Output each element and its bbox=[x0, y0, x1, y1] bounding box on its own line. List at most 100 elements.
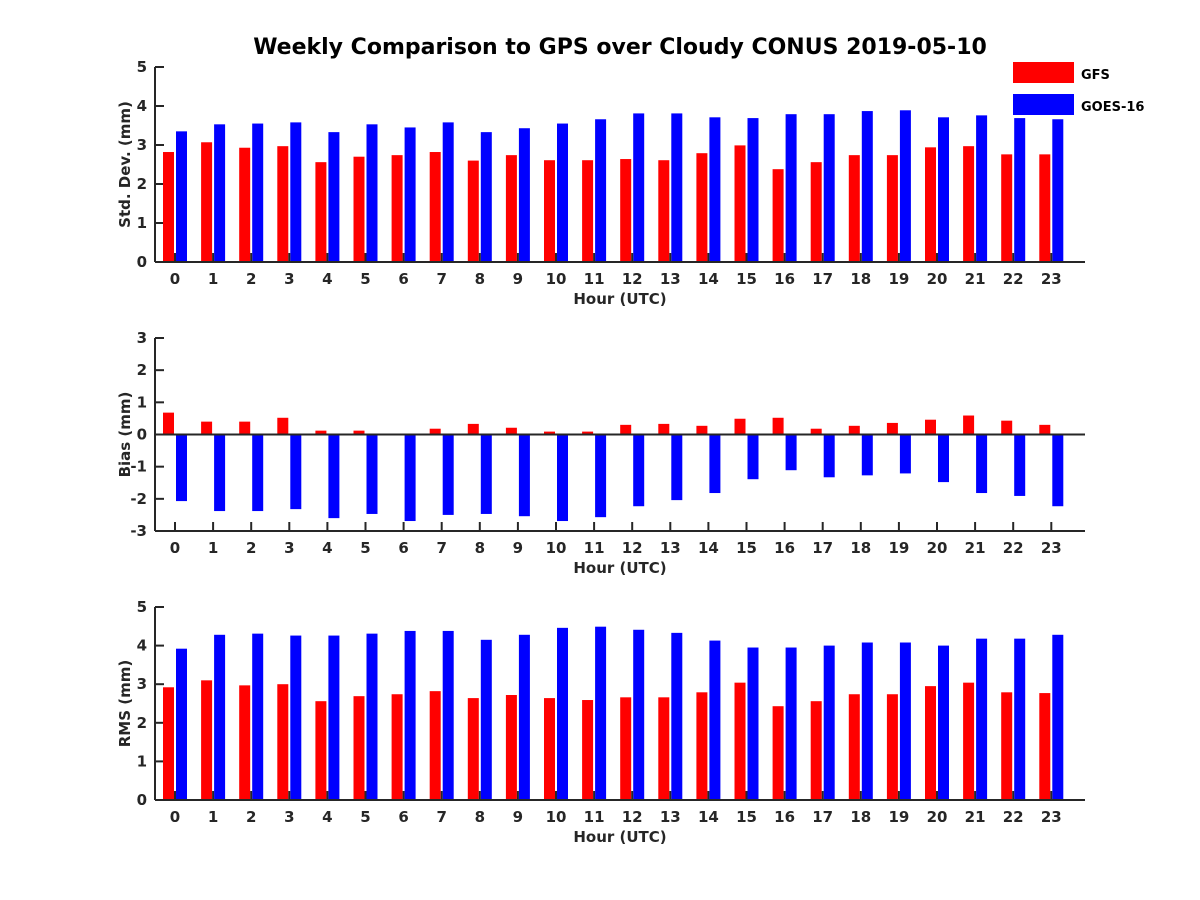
rms-bar-gfs-23 bbox=[1039, 693, 1051, 800]
rms-bar-gfs-6 bbox=[391, 694, 403, 800]
bias-y-tick-label: -2 bbox=[130, 490, 147, 508]
rms-x-tick-label: 13 bbox=[660, 808, 681, 826]
bias-bar-gfs-3 bbox=[277, 417, 289, 435]
rms-x-tick-label: 23 bbox=[1041, 808, 1062, 826]
bias-x-tick-label: 5 bbox=[360, 539, 370, 557]
bias-y-tick-label: 2 bbox=[137, 361, 147, 379]
std-dev-bar-goes16-20 bbox=[938, 117, 949, 262]
bias-x-tick-label: 12 bbox=[622, 539, 643, 557]
rms-bar-goes16-4 bbox=[328, 635, 340, 800]
std-dev-bar-gfs-20 bbox=[925, 147, 936, 262]
std-dev-bar-goes16-14 bbox=[709, 117, 721, 262]
std-dev-x-tick-label: 7 bbox=[436, 270, 446, 288]
bias-bar-goes16-11 bbox=[595, 434, 607, 518]
rms-x-tick-label: 22 bbox=[1003, 808, 1024, 826]
std-dev-x-tick-label: 12 bbox=[622, 270, 643, 288]
bias-bar-goes16-19 bbox=[899, 434, 911, 474]
std-dev-x-tick-label: 18 bbox=[850, 270, 871, 288]
rms-bar-gfs-0 bbox=[163, 687, 174, 800]
std-dev-bar-gfs-3 bbox=[277, 146, 289, 262]
std-dev-x-tick-label: 6 bbox=[398, 270, 408, 288]
rms-bar-goes16-3 bbox=[290, 635, 302, 800]
std-dev-bar-goes16-16 bbox=[785, 114, 797, 262]
legend-swatch-gfs bbox=[1013, 62, 1074, 83]
rms-bar-gfs-20 bbox=[925, 686, 936, 800]
rms-bar-gfs-3 bbox=[277, 684, 289, 800]
bias-bar-gfs-10 bbox=[544, 431, 555, 435]
rms-bar-goes16-8 bbox=[480, 639, 492, 800]
rms-y-tick-label: 4 bbox=[137, 637, 147, 655]
std-dev-x-tick-label: 11 bbox=[584, 270, 605, 288]
rms-bar-gfs-11 bbox=[582, 700, 594, 800]
rms-bar-goes16-17 bbox=[823, 645, 835, 800]
rms-bar-goes16-2 bbox=[252, 633, 264, 800]
bias-bar-goes16-3 bbox=[290, 434, 302, 510]
bias-bar-goes16-7 bbox=[442, 434, 454, 515]
bias-x-tick-label: 13 bbox=[660, 539, 681, 557]
bias-bar-gfs-5 bbox=[353, 430, 365, 435]
bias-bar-gfs-13 bbox=[658, 423, 670, 435]
std-dev-bar-gfs-8 bbox=[467, 160, 479, 262]
bias-bar-gfs-14 bbox=[696, 425, 708, 435]
bias-y-tick-label: -3 bbox=[130, 522, 147, 540]
rms-y-axis-label: RMS (mm) bbox=[116, 660, 134, 747]
std-dev-bar-goes16-15 bbox=[747, 118, 759, 262]
bias-bar-goes16-20 bbox=[938, 434, 949, 483]
legend-label-gfs: GFS bbox=[1081, 68, 1110, 83]
rms-bar-gfs-13 bbox=[658, 697, 670, 800]
std-dev-x-tick-label: 4 bbox=[322, 270, 332, 288]
rms-bar-gfs-5 bbox=[353, 696, 365, 800]
std-dev-bar-gfs-2 bbox=[239, 147, 251, 262]
rms-x-tick-label: 7 bbox=[436, 808, 446, 826]
std-dev-bar-goes16-11 bbox=[595, 119, 607, 262]
std-dev-bar-gfs-6 bbox=[391, 155, 403, 262]
std-dev-bar-gfs-9 bbox=[505, 155, 517, 262]
rms-bar-goes16-0 bbox=[176, 648, 187, 800]
bias-bar-goes16-17 bbox=[823, 434, 835, 478]
std-dev-bar-goes16-23 bbox=[1052, 119, 1064, 262]
rms-x-tick-label: 16 bbox=[774, 808, 795, 826]
bias-bar-gfs-9 bbox=[505, 427, 517, 435]
bias-bar-goes16-15 bbox=[747, 434, 759, 480]
rms-bar-gfs-14 bbox=[696, 692, 708, 800]
rms-bar-goes16-22 bbox=[1014, 638, 1026, 800]
std-dev-bar-goes16-10 bbox=[557, 123, 568, 262]
bias-bar-goes16-21 bbox=[976, 434, 988, 494]
std-dev-x-tick-label: 13 bbox=[660, 270, 681, 288]
rms-bar-goes16-6 bbox=[404, 630, 416, 800]
bias-y-tick-label: 1 bbox=[137, 393, 147, 411]
rms-bar-gfs-17 bbox=[810, 701, 822, 800]
std-dev-bar-goes16-3 bbox=[290, 122, 302, 262]
std-dev-bar-gfs-11 bbox=[582, 160, 594, 262]
std-dev-x-tick-label: 16 bbox=[774, 270, 795, 288]
std-dev-bar-gfs-10 bbox=[544, 160, 555, 262]
rms-bar-gfs-1 bbox=[201, 680, 213, 800]
std-dev-bar-goes16-4 bbox=[328, 132, 340, 262]
rms-x-tick-label: 4 bbox=[322, 808, 332, 826]
std-dev-x-tick-label: 19 bbox=[888, 270, 909, 288]
std-dev-y-axis-label: Std. Dev. (mm) bbox=[116, 101, 134, 228]
bias-y-tick-label: 3 bbox=[137, 329, 147, 347]
bias-x-tick-label: 3 bbox=[284, 539, 294, 557]
bias-x-tick-label: 20 bbox=[927, 539, 948, 557]
std-dev-bar-gfs-23 bbox=[1039, 154, 1051, 262]
bias-bar-gfs-15 bbox=[734, 418, 746, 435]
rms-bar-gfs-7 bbox=[429, 691, 441, 800]
std-dev-bar-goes16-1 bbox=[214, 124, 226, 262]
std-dev-x-tick-label: 17 bbox=[812, 270, 833, 288]
rms-bar-gfs-9 bbox=[505, 695, 517, 800]
rms-bar-goes16-11 bbox=[595, 626, 607, 800]
bias-bar-gfs-16 bbox=[772, 417, 784, 435]
bias-x-tick-label: 2 bbox=[246, 539, 256, 557]
chart-title: Weekly Comparison to GPS over Cloudy CON… bbox=[253, 35, 987, 60]
bias-bar-gfs-19 bbox=[886, 422, 898, 435]
bias-bar-gfs-23 bbox=[1039, 424, 1051, 435]
bias-x-tick-label: 15 bbox=[736, 539, 757, 557]
rms-x-tick-label: 5 bbox=[360, 808, 370, 826]
rms-x-tick-label: 9 bbox=[513, 808, 523, 826]
bias-x-tick-label: 23 bbox=[1041, 539, 1062, 557]
bias-x-tick-label: 1 bbox=[208, 539, 218, 557]
rms-x-tick-label: 3 bbox=[284, 808, 294, 826]
